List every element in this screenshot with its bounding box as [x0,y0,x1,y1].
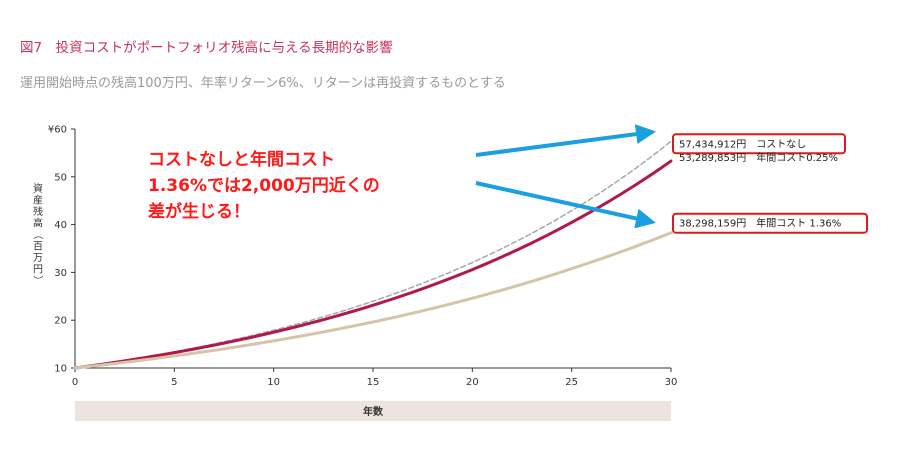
y-axis-title-char: ） [32,276,44,286]
y-axis-title-char: 資 [33,183,43,195]
y-axis-title-char: 残 [33,205,43,218]
y-tick-label: 10 [54,364,67,375]
series-line-cost_136 [73,231,673,370]
y-axis-title-char: 百 [33,241,43,253]
x-tick-label: 20 [466,377,479,388]
series-line-cost_025 [73,159,673,370]
x-axis-title-band [75,401,671,421]
annotation-line: コストなしと年間コスト [148,149,335,170]
x-tick-label: 5 [171,377,177,388]
y-axis-title-char: 円 [33,265,43,276]
figure-title: 図7 投資コストがポートフォリオ残高に与える長期的な影響 [20,40,393,56]
highlight-box-cost_136 [672,212,868,234]
annotation-arrow-to-no-cost [475,124,656,157]
x-tick-label: 15 [367,377,380,388]
chart-axes: ¥60 50 40 30 20 10 0 5 10 15 20 25 30 [48,125,677,389]
x-tick-label: 30 [665,377,678,388]
y-tick-label: 20 [54,316,67,327]
y-axis-title-char: 産 [33,194,43,207]
annotation-line: 1.36%では2,000万円近くの [148,175,380,196]
y-axis-title-char: 万 [33,253,43,264]
y-axis-title-char: 高 [33,217,43,230]
y-tick-label: ¥60 [48,125,67,136]
figure-subtitle: 運用開始時点の残高100万円、年率リターン6%、リターンは再投資するものとする [20,76,506,91]
x-tick-label: 25 [565,377,578,388]
x-tick-label: 0 [72,377,78,388]
x-tick-label: 10 [267,377,280,388]
chart-series [73,140,673,370]
series-label-cost_136: 38,298,159円 年間コスト 1.36% [679,217,841,230]
y-tick-label: 40 [54,220,67,231]
annotation-arrow-to-cost-136 [475,181,656,229]
y-axis-title-char: （ [32,230,44,240]
highlight-box-no_cost [672,133,846,155]
y-tick-label: 30 [54,268,67,279]
x-axis-title: 年数 [363,405,384,418]
series-label-cost_025: 53,289,853円 年間コスト0.25% [679,151,838,164]
y-tick-label: 50 [54,172,67,183]
annotation-line: 差が生じる！ [148,201,250,222]
series-label-no_cost: 57,434,912円 コストなし [679,138,806,150]
